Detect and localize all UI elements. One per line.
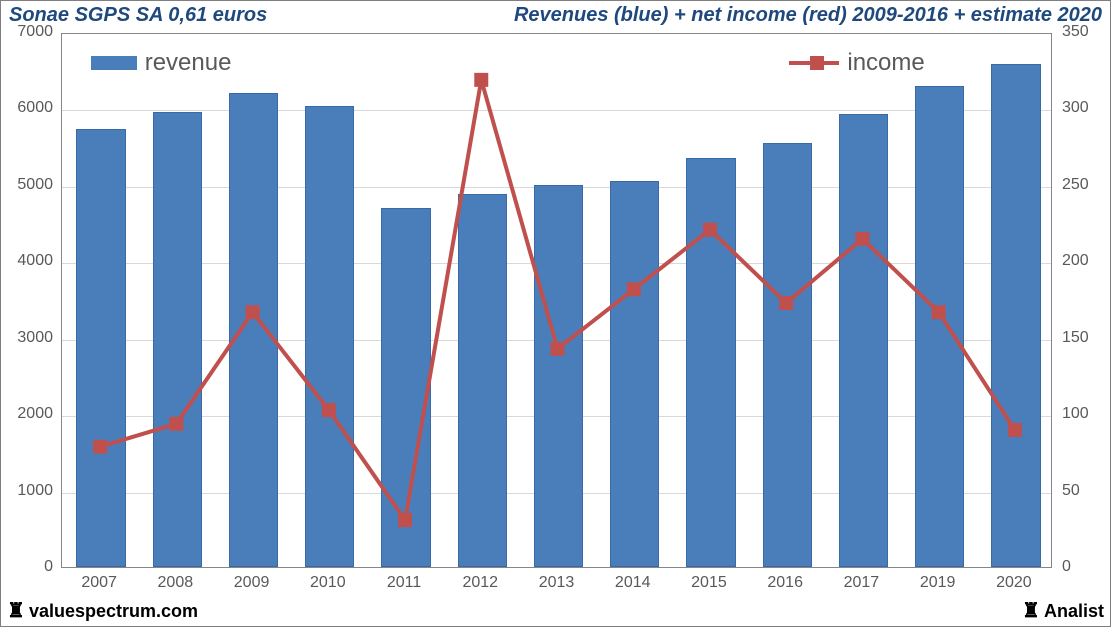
title-right: Revenues (blue) + net income (red) 2009-… xyxy=(514,4,1102,27)
income-marker xyxy=(169,417,183,431)
header: Sonae SGPS SA 0,61 eurosRevenues (blue) … xyxy=(1,1,1110,29)
rook-icon: ♜ xyxy=(1022,601,1040,621)
income-marker xyxy=(246,305,260,319)
y-right-tick: 250 xyxy=(1062,176,1089,194)
income-marker xyxy=(398,513,412,527)
chart-frame: Sonae SGPS SA 0,61 eurosRevenues (blue) … xyxy=(0,0,1111,627)
y-right-tick: 100 xyxy=(1062,405,1089,423)
income-marker xyxy=(474,73,488,87)
x-tick-label: 2019 xyxy=(900,574,976,592)
x-tick-label: 2020 xyxy=(976,574,1052,592)
income-marker xyxy=(322,403,336,417)
x-tick-label: 2015 xyxy=(671,574,747,592)
y-left-tick: 2000 xyxy=(17,405,53,423)
x-tick-label: 2017 xyxy=(823,574,899,592)
rook-icon: ♜ xyxy=(7,601,25,621)
plot-area xyxy=(61,33,1052,568)
y-right-tick: 0 xyxy=(1062,558,1071,576)
y-left-tick: 4000 xyxy=(17,252,53,270)
x-tick-label: 2016 xyxy=(747,574,823,592)
legend-revenue-label: revenue xyxy=(145,49,232,77)
x-tick-label: 2008 xyxy=(137,574,213,592)
y-left-tick: 1000 xyxy=(17,482,53,500)
x-tick-label: 2014 xyxy=(595,574,671,592)
legend-income: income xyxy=(789,49,924,77)
footer-right: ♜Analist xyxy=(1022,601,1104,622)
y-left-tick: 7000 xyxy=(17,23,53,41)
income-marker xyxy=(855,232,869,246)
income-line xyxy=(62,34,1053,569)
y-left-tick: 6000 xyxy=(17,99,53,117)
x-tick-label: 2007 xyxy=(61,574,137,592)
y-right-tick: 50 xyxy=(1062,482,1080,500)
y-right-tick: 300 xyxy=(1062,99,1089,117)
footer-right-text: Analist xyxy=(1044,601,1104,621)
income-marker xyxy=(1008,423,1022,437)
y-left-tick: 3000 xyxy=(17,329,53,347)
income-marker xyxy=(779,296,793,310)
x-tick-label: 2009 xyxy=(213,574,289,592)
footer-left: ♜valuespectrum.com xyxy=(7,601,198,622)
x-tick-label: 2010 xyxy=(290,574,366,592)
x-tick-label: 2011 xyxy=(366,574,442,592)
legend-swatch-bar xyxy=(91,56,137,70)
y-right-tick: 350 xyxy=(1062,23,1089,41)
y-right-tick: 200 xyxy=(1062,252,1089,270)
y-left-tick: 5000 xyxy=(17,176,53,194)
income-marker xyxy=(932,305,946,319)
y-left-tick: 0 xyxy=(44,558,53,576)
legend-income-label: income xyxy=(847,49,924,77)
income-marker xyxy=(551,342,565,356)
x-tick-label: 2012 xyxy=(442,574,518,592)
footer-left-text: valuespectrum.com xyxy=(29,601,198,621)
legend-swatch-line xyxy=(789,53,839,73)
income-marker xyxy=(627,282,641,296)
legend-revenue: revenue xyxy=(91,49,232,77)
y-right-tick: 150 xyxy=(1062,329,1089,347)
x-tick-label: 2013 xyxy=(518,574,594,592)
income-marker xyxy=(93,440,107,454)
footer: ♜valuespectrum.com♜Analist xyxy=(1,598,1110,624)
income-marker xyxy=(703,223,717,237)
